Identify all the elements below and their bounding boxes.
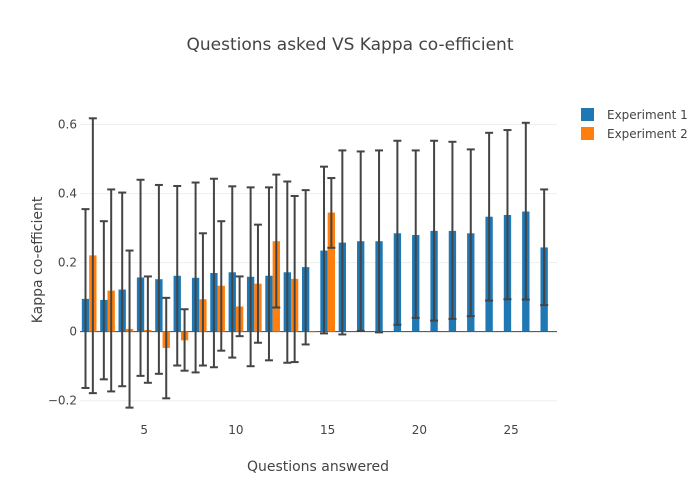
legend-label-experiment-1: Experiment 1: [607, 108, 688, 122]
y-tick-label: −0.2: [48, 394, 77, 408]
tick-labels: −0.2 0 0.2 0.4 0.6 5 10 15 20 25: [48, 118, 519, 437]
y-tick-label: 0.2: [58, 256, 77, 270]
legend-label-experiment-2: Experiment 2: [607, 127, 688, 141]
bars: [81, 211, 548, 348]
y-tick-label: 0: [69, 325, 77, 339]
bar-series-2: [309, 331, 317, 333]
y-tick-label: 0.6: [58, 118, 77, 132]
x-tick-label: 20: [412, 423, 427, 437]
legend-swatch-experiment-1: [581, 108, 594, 121]
legend-swatch-experiment-2: [581, 127, 594, 140]
x-tick-label: 5: [140, 423, 148, 437]
legend-item-experiment-2[interactable]: Experiment 2: [581, 127, 688, 141]
y-tick-label: 0.4: [58, 187, 77, 201]
bar-series-2: [327, 212, 336, 332]
error-bars: [81, 117, 549, 409]
y-axis-title: Kappa co-efficient: [30, 196, 46, 323]
legend-item-experiment-1[interactable]: Experiment 1: [581, 108, 688, 122]
chart-title: Questions asked VS Kappa co-efficient: [186, 35, 513, 55]
x-tick-label: 15: [320, 423, 335, 437]
x-tick-label: 10: [228, 423, 243, 437]
x-axis-title: Questions answered: [247, 459, 389, 475]
legend[interactable]: Experiment 1 Experiment 2: [581, 108, 688, 141]
x-tick-label: 25: [503, 423, 518, 437]
